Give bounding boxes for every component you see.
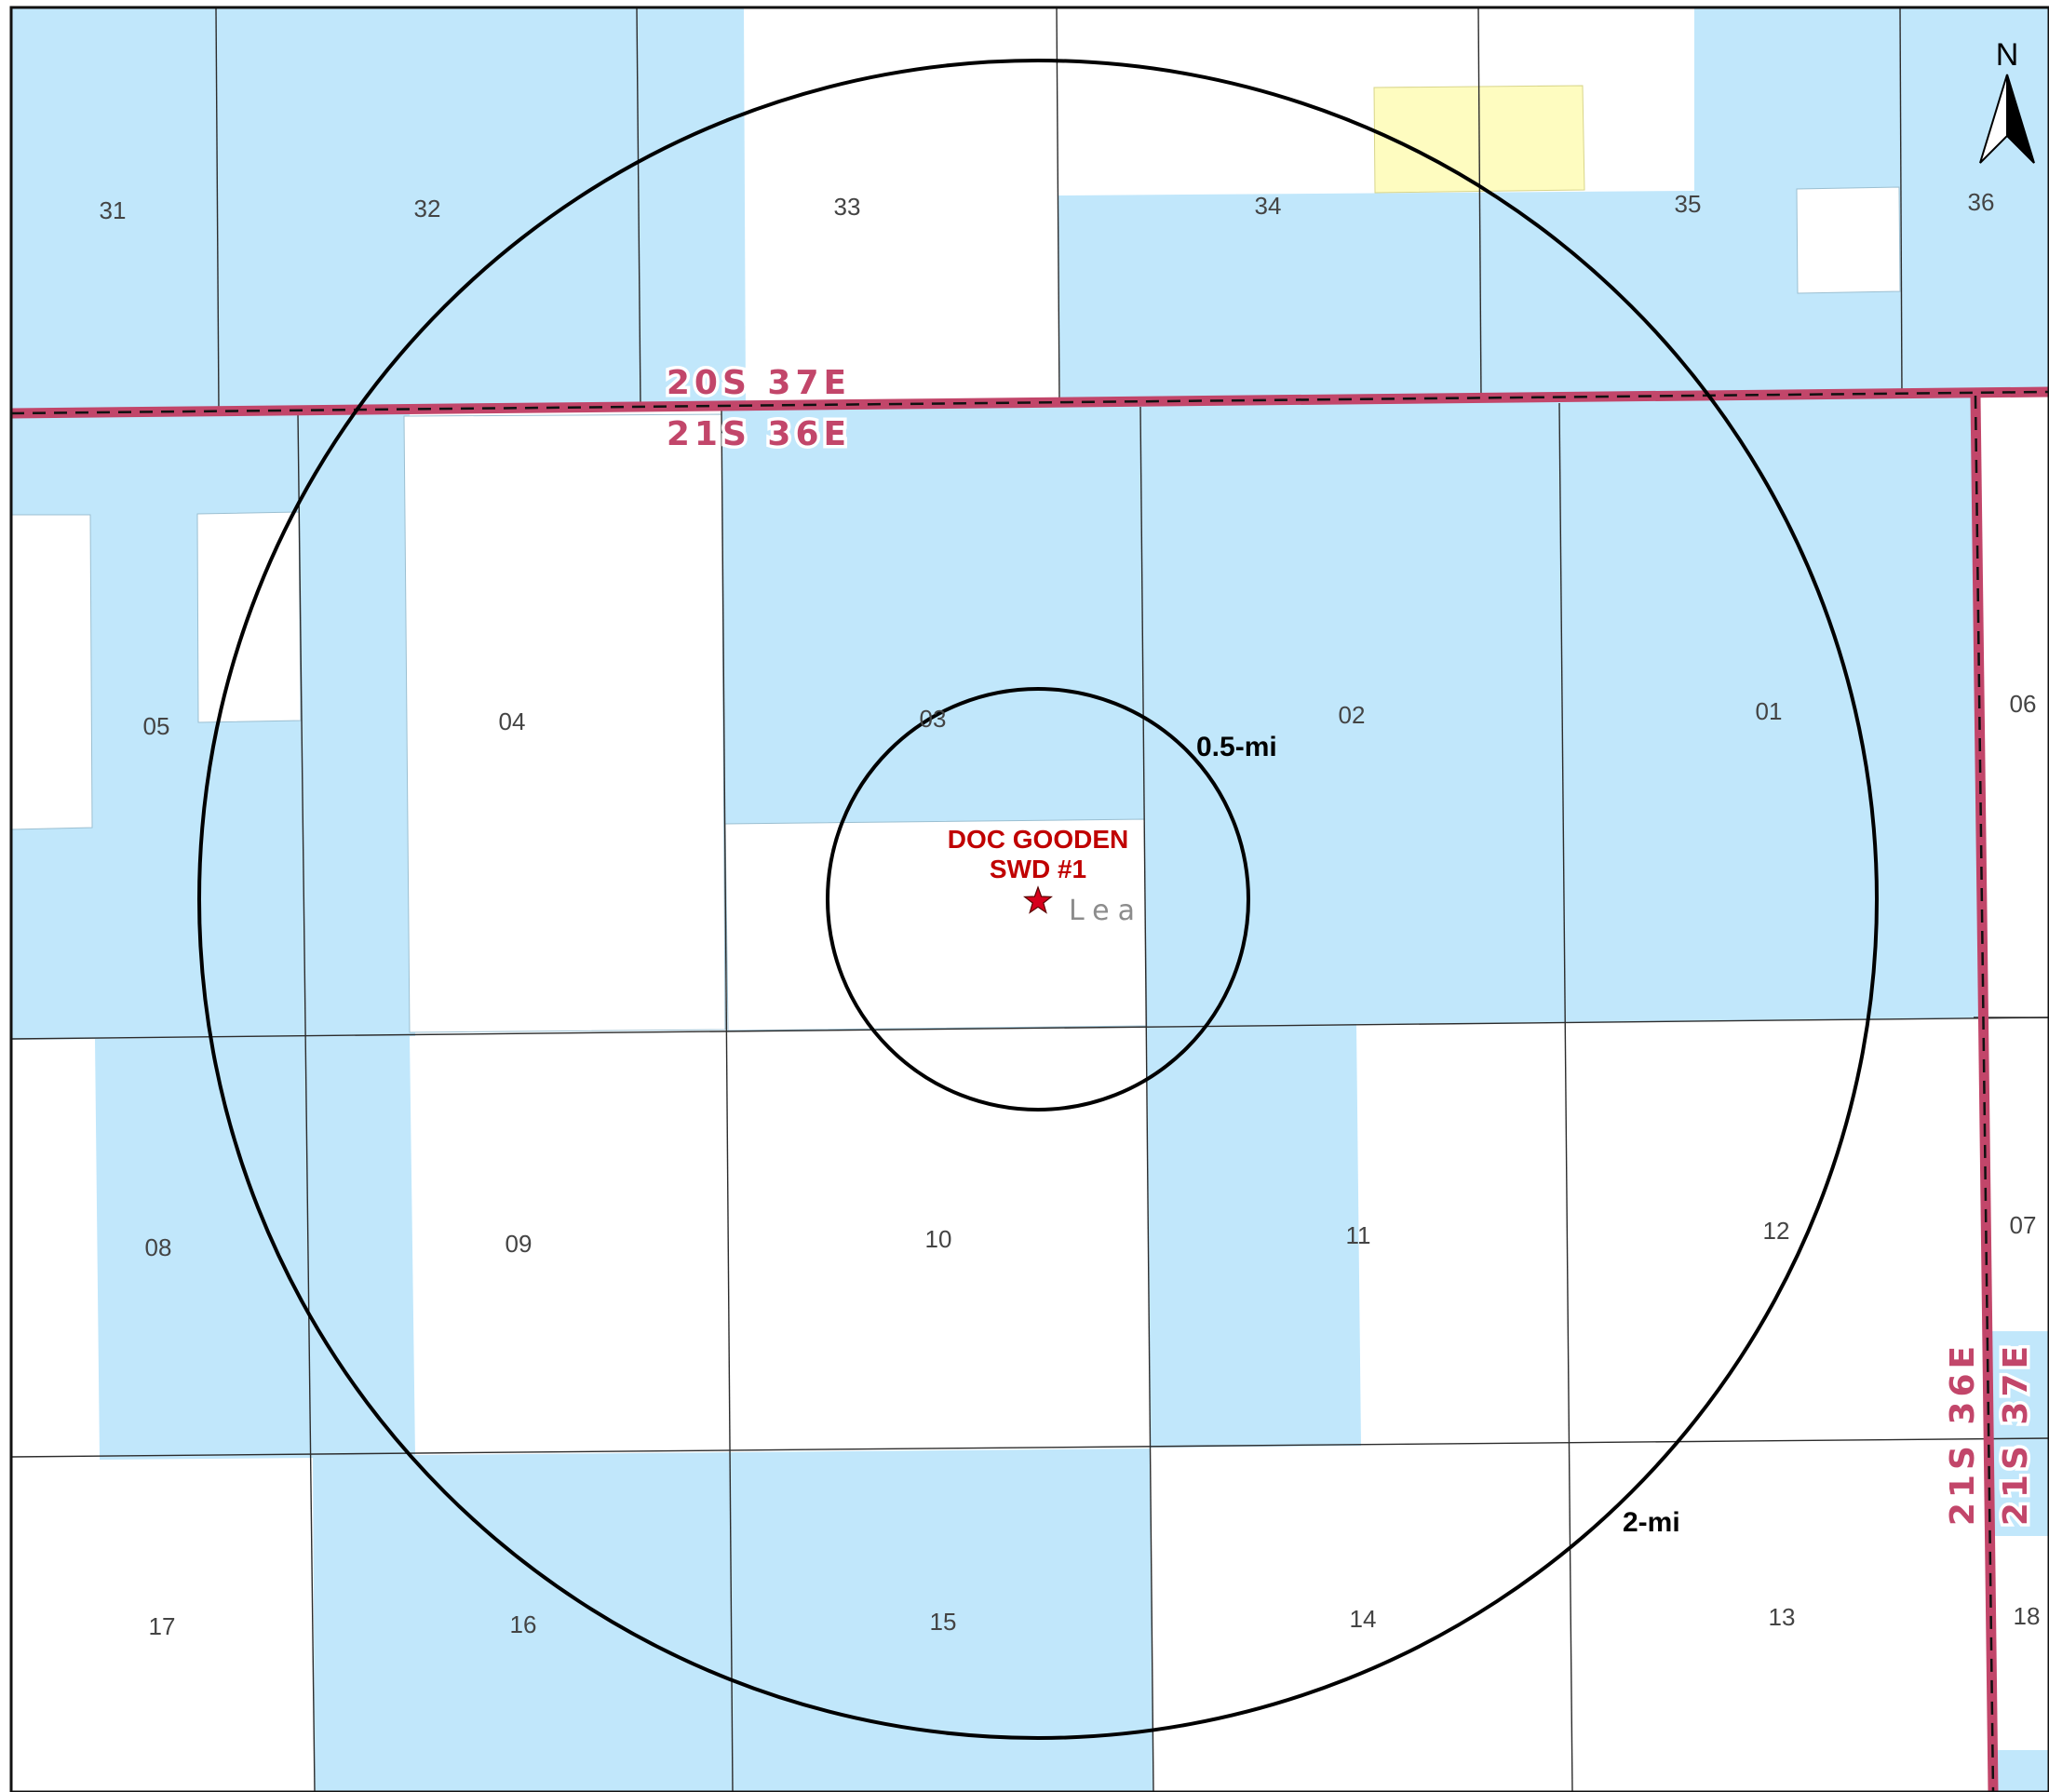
parcel-36: [1900, 7, 2049, 397]
township-label-north: 20S 37E: [667, 364, 851, 402]
section-label-01: 01: [1756, 697, 1783, 725]
parcel-07-18: [1989, 1331, 2049, 1536]
map-frame: [9, 6, 2049, 1792]
section-label-03: 03: [920, 705, 947, 733]
ring-inner-0.5mi: [826, 687, 1250, 1112]
private-parcels: [10, 186, 1901, 1033]
section-label-16: 16: [510, 1610, 537, 1638]
section-label-07: 07: [2010, 1211, 2037, 1239]
section-labels: 31 32 33 34 35 36 05 04 03 02 01 08 09 1…: [100, 188, 2041, 1640]
section-label-08: 08: [145, 1233, 172, 1261]
section-label-35: 35: [1675, 190, 1702, 218]
parcel-16-15: [313, 1448, 1153, 1792]
section-label-09: 09: [506, 1230, 532, 1258]
ring-label-outer: 2-mi: [1623, 1507, 1680, 1538]
section-label-17: 17: [149, 1612, 176, 1640]
section-label-31: 31: [100, 196, 127, 224]
section-label-10: 10: [925, 1225, 952, 1253]
parcel-03-01: [721, 396, 1981, 1026]
parcel-11: [1147, 1024, 1361, 1448]
section-label-33: 33: [834, 193, 861, 221]
section-label-15: 15: [930, 1608, 957, 1636]
section-label-18: 18: [2014, 1602, 2041, 1630]
parcel-05-inset-a: [10, 514, 93, 830]
section-label-11: 11: [1346, 1221, 1371, 1249]
ring-outer-2mi: [197, 59, 1879, 1740]
parcel-04-white: [403, 413, 726, 1033]
section-label-04: 04: [499, 707, 526, 735]
land-parcels: [11, 7, 2049, 1792]
section-label-13: 13: [1769, 1603, 1796, 1631]
township-label-south: 21S 36E: [667, 415, 851, 453]
section-lines: [10, 7, 2049, 1792]
ring-label-inner: 0.5-mi: [1196, 732, 1277, 762]
north-arrow-icon: N: [1979, 37, 2035, 164]
parcel-05: [11, 407, 415, 1040]
township-label-west-vertical: 21S 36E: [1944, 1341, 1982, 1526]
star-icon[interactable]: [1023, 885, 1053, 914]
section-label-34: 34: [1255, 192, 1282, 220]
parcel-35-inset: [1796, 186, 1901, 294]
section-label-14: 14: [1350, 1605, 1377, 1633]
section-label-32: 32: [414, 195, 441, 222]
township-label-east-vertical: 21S 37E: [1997, 1341, 2035, 1526]
section-label-05: 05: [143, 712, 170, 740]
section-label-36: 36: [1968, 188, 1995, 216]
parcel-08: [95, 1035, 415, 1460]
well-name-line2: SWD #1: [990, 855, 1086, 883]
county-label: Lea: [1069, 895, 1143, 927]
parcel-18-south: [1995, 1750, 2049, 1792]
north-arrow-letter: N: [1996, 37, 2019, 73]
well-name-line1: DOC GOODEN: [948, 825, 1128, 854]
section-label-02: 02: [1339, 701, 1366, 729]
section-label-12: 12: [1763, 1217, 1790, 1245]
parcel-31-32: [11, 7, 746, 411]
section-label-06: 06: [2010, 690, 2037, 718]
